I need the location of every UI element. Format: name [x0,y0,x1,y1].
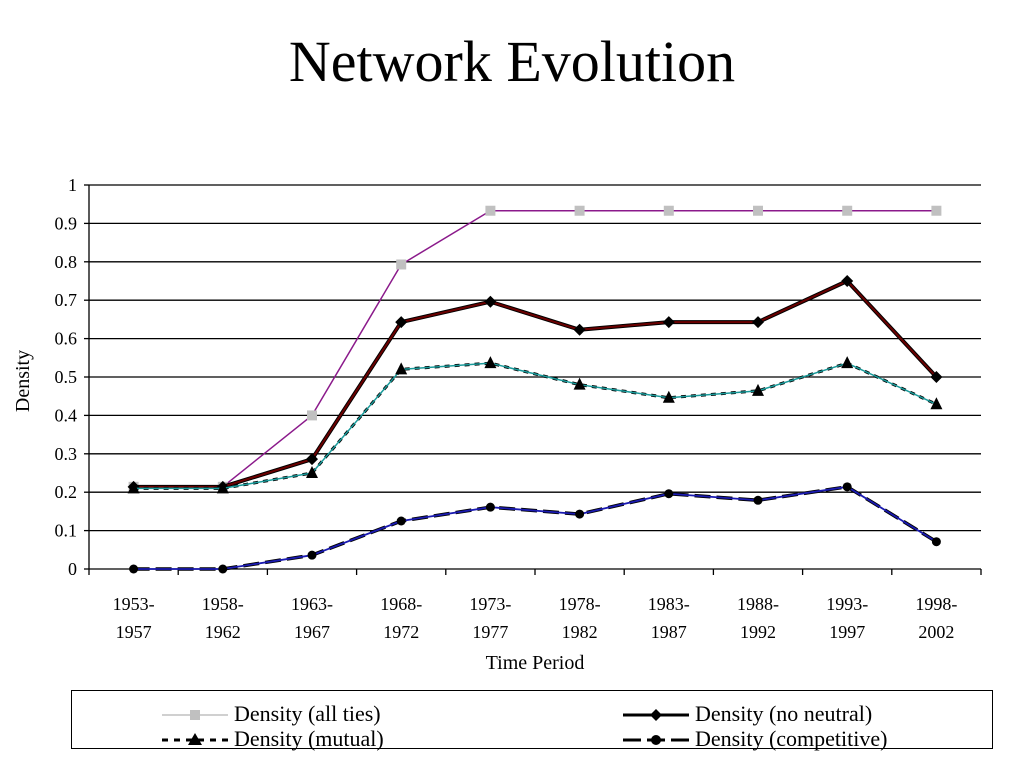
data-point-competitive [664,489,674,499]
x-tick-label: 2002 [918,622,954,642]
y-tick-label: 0 [68,559,77,579]
data-point-competitive [129,564,139,574]
legend-label-all-ties: Density (all ties) [234,701,381,726]
y-tick-label: 1 [68,175,77,195]
series-line-no-neutral [133,280,938,488]
data-point-all-ties [574,205,585,216]
y-tick-label: 0.8 [55,252,78,272]
y-tick-label: 0.4 [55,405,78,425]
legend-swatch-competitive [623,735,689,745]
x-tick-label: 1982 [562,622,598,642]
data-point-competitive [396,516,406,526]
data-point-competitive [842,482,852,492]
legend-label-no-neutral: Density (no neutral) [695,701,873,726]
y-tick-label: 0.6 [55,329,78,349]
data-point-all-ties [396,259,407,270]
data-point-competitive [575,509,585,519]
data-point-mutual [306,466,318,478]
data-point-mutual [752,383,764,396]
x-tick-label: 1987 [651,622,687,642]
y-tick-label: 0.3 [55,444,78,464]
data-point-competitive [931,537,941,547]
data-point-competitive [218,564,228,574]
x-tick-label: 1962 [205,622,241,642]
data-point-mutual [484,356,497,369]
series-line-mutual [133,362,937,490]
x-tick-label: 1963- [291,594,333,614]
y-tick-label: 0.2 [55,482,78,502]
x-tick-label: 1957 [116,622,152,642]
data-point-mutual [395,362,408,375]
data-point-all-ties [663,205,674,216]
data-point-mutual [216,481,229,494]
chart-legend: Density (all ties) Density (no neutral) … [71,690,993,751]
data-point-no-neutral [573,323,586,336]
series-line-no-neutral [133,279,938,489]
x-tick-label: 1983- [648,594,690,614]
data-point-all-ties [842,205,853,216]
series-line-competitive [133,485,938,571]
legend-swatch-mutual [162,733,228,745]
y-tick-label: 0.5 [55,367,78,387]
data-point-competitive [307,550,317,560]
y-axis-label: Density [12,350,34,412]
data-point-no-neutral [930,371,943,383]
data-point-all-ties [931,205,942,216]
x-tick-label: 1972 [383,622,419,642]
x-tick-label: 1998- [915,594,957,614]
x-tick-label: 1968- [380,594,422,614]
x-tick-label: 1973- [469,594,511,614]
y-tick-label: 0.1 [55,521,78,541]
legend-label-mutual: Density (mutual) [234,726,384,751]
data-point-no-neutral [395,316,408,329]
x-tick-label: 1978- [559,594,601,614]
data-point-all-ties [753,205,763,216]
data-point-mutual [662,390,675,403]
x-tick-label: 1993- [826,594,868,614]
x-tick-label: 1997 [829,622,865,642]
legend-swatch-no-neutral [623,709,689,721]
series-line-competitive [133,485,937,570]
x-tick-label: 1953- [113,594,155,614]
chart-title: Network Evolution [288,29,736,94]
x-axis-label: Time Period [486,652,585,674]
data-point-no-neutral [306,453,318,466]
data-point-mutual [841,356,854,369]
data-point-no-neutral [662,316,675,329]
line-chart: 0 0.1 0.2 0.3 0.4 0.5 0.6 0.7 0.8 0.9 1 1953- 1957 19… [12,175,982,674]
data-point-mutual [127,481,140,494]
y-tick-label: 0.7 [55,290,78,310]
x-tick-label: 1992 [740,622,776,642]
data-point-no-neutral [484,295,497,308]
x-tick-label: 1958- [202,594,244,614]
series-line-all-ties [133,209,937,488]
data-point-mutual [573,377,586,390]
legend-label-competitive: Density (competitive) [695,726,888,751]
data-point-no-neutral [841,275,854,287]
y-tick-label: 0.9 [55,213,78,233]
data-point-no-neutral [752,316,764,329]
x-tick-label: 1988- [737,594,779,614]
series-line-mutual [133,361,938,490]
data-point-mutual [930,397,943,410]
x-tick-label: 1977 [472,622,508,642]
data-point-competitive [485,502,495,512]
legend-swatch-all-ties [162,710,228,720]
x-tick-label: 1967 [294,622,330,642]
data-point-competitive [753,495,763,505]
data-point-all-ties [307,410,317,421]
data-point-all-ties [485,205,496,216]
